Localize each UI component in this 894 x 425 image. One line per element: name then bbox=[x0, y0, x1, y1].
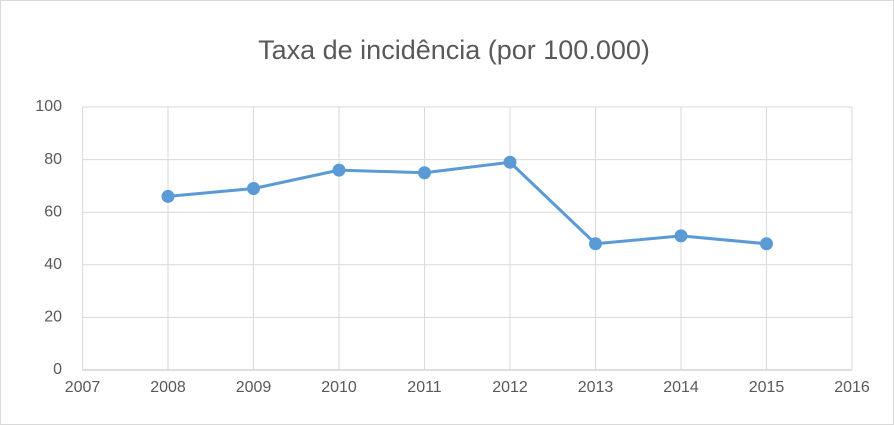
marker bbox=[161, 189, 175, 203]
x-tick-label: 2008 bbox=[150, 379, 186, 396]
y-tick-label: 80 bbox=[44, 151, 62, 168]
y-tick-label: 0 bbox=[53, 361, 62, 378]
y-tick-label: 100 bbox=[35, 98, 62, 115]
marker bbox=[247, 182, 260, 196]
x-tick-label: 2011 bbox=[407, 379, 442, 396]
x-tick-label: 2010 bbox=[321, 379, 357, 396]
marker bbox=[503, 155, 517, 169]
x-tick-label: 2013 bbox=[578, 379, 614, 396]
marker bbox=[674, 229, 688, 243]
marker bbox=[332, 163, 346, 177]
x-tick-label: 2007 bbox=[65, 379, 101, 396]
line bbox=[167, 160, 767, 246]
x-tick-label: 2012 bbox=[492, 379, 528, 396]
x-tick-label: 2015 bbox=[749, 379, 785, 396]
marker bbox=[760, 237, 773, 251]
y-tick-label: 40 bbox=[44, 256, 62, 273]
x-tick-label: 2016 bbox=[834, 379, 870, 396]
x-tick-label: 2009 bbox=[236, 379, 272, 396]
marker bbox=[589, 237, 602, 251]
y-tick-label: 60 bbox=[44, 203, 62, 220]
marker bbox=[418, 166, 431, 180]
y-tick-label: 20 bbox=[44, 309, 62, 326]
x-tick-label: 2014 bbox=[663, 379, 699, 396]
chart-title: Taxa de incidência (por 100.000) bbox=[258, 35, 650, 65]
